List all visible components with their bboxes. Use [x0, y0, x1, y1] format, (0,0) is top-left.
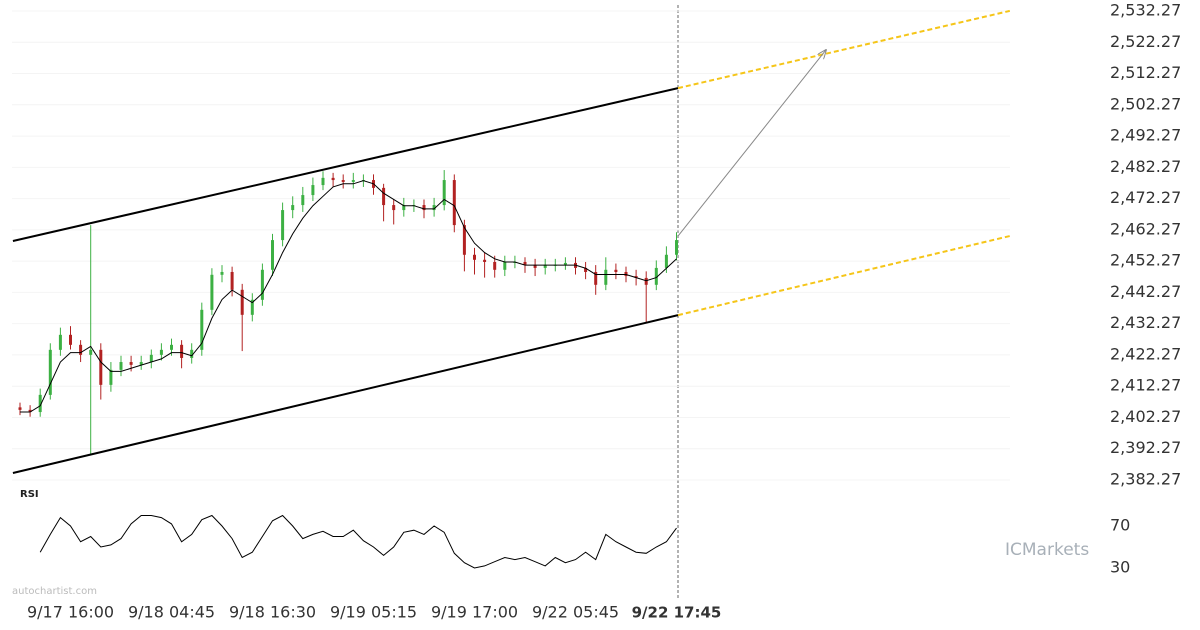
candle-body [291, 205, 295, 211]
candle-body [210, 274, 214, 310]
candle-body [644, 277, 648, 285]
candle-body [614, 269, 618, 272]
candle-body [119, 362, 123, 370]
candle-body [190, 349, 194, 358]
candle-body [432, 205, 436, 211]
candle-body [584, 267, 588, 272]
candle-body [422, 205, 426, 211]
candle-body [129, 362, 133, 365]
brand-logo: ICMarkets [1005, 540, 1089, 560]
candle-body [483, 259, 487, 262]
candle-body [402, 205, 406, 211]
y-tick-label: 2,382.27 [1110, 470, 1181, 489]
candle-body [331, 177, 335, 181]
candle-body [301, 195, 305, 206]
candle-body [392, 205, 396, 211]
candle-body [675, 240, 678, 255]
y-tick-label: 2,492.27 [1110, 126, 1181, 145]
candle-body [473, 254, 476, 260]
y-tick-label: 2,452.27 [1110, 251, 1181, 270]
moving-average [20, 180, 677, 413]
x-tick-label: 9/19 05:15 [330, 603, 417, 622]
candle-body [523, 261, 527, 265]
candle-body [503, 261, 507, 270]
rsi-tick-label: 30 [1110, 558, 1130, 577]
candle-body [230, 271, 234, 290]
y-tick-label: 2,482.27 [1110, 157, 1181, 176]
candle-body [28, 409, 32, 413]
candle-body [69, 334, 72, 345]
candle-body [79, 344, 83, 355]
y-tick-label: 2,402.27 [1110, 407, 1181, 426]
candle-body [594, 271, 598, 285]
rsi-title: RSI [20, 489, 39, 500]
x-tick-label: 9/22 17:45 [632, 604, 722, 622]
candle-body [159, 349, 163, 355]
y-tick-label: 2,512.27 [1110, 63, 1181, 82]
y-tick-label: 2,412.27 [1110, 376, 1181, 395]
y-tick-label: 2,462.27 [1110, 219, 1181, 238]
y-tick-label: 2,532.27 [1110, 1, 1181, 20]
candle-body [109, 369, 113, 385]
x-tick-label: 9/22 05:45 [532, 603, 619, 622]
candle-body [563, 262, 567, 265]
rsi-tick-label: 70 [1110, 516, 1130, 535]
candle-body [634, 276, 638, 278]
candle-body [89, 349, 93, 355]
x-tick-label: 9/18 16:30 [229, 603, 316, 622]
candle-body [452, 180, 456, 226]
candle-body [533, 264, 537, 268]
x-tick-label: 9/18 04:45 [128, 603, 215, 622]
x-tick-label: 9/17 16:00 [27, 603, 114, 622]
y-tick-label: 2,522.27 [1110, 32, 1181, 51]
candle-body [250, 299, 254, 315]
candle-body [664, 254, 668, 268]
candle-body [260, 269, 264, 300]
candle-body [604, 269, 608, 285]
candle-body [543, 264, 547, 268]
candle-body [442, 180, 446, 206]
y-tick-label: 2,502.27 [1110, 94, 1181, 113]
x-tick-label: 9/19 17:00 [431, 603, 518, 622]
candle-body [493, 261, 497, 270]
candle-body [58, 334, 62, 350]
candle-body [220, 271, 224, 275]
candle-body [321, 177, 325, 186]
y-tick-label: 2,442.27 [1110, 282, 1181, 301]
channel-line [12, 314, 679, 475]
candle-body [281, 210, 285, 241]
candle-body [48, 349, 52, 395]
candle-body [38, 394, 42, 413]
candle-body [99, 349, 103, 385]
y-tick-label: 2,422.27 [1110, 344, 1181, 363]
candle-body [462, 225, 466, 255]
candle-body [271, 240, 274, 270]
rsi-line [39, 514, 677, 569]
source-watermark: autochartist.com [12, 586, 97, 597]
candle-body [311, 185, 315, 196]
y-tick-label: 2,472.27 [1110, 188, 1181, 207]
projection-arrow [677, 50, 826, 237]
candle-body [341, 180, 345, 182]
candle-body [200, 309, 204, 350]
candle-body [18, 407, 22, 410]
projection-line [677, 9, 1011, 90]
y-tick-label: 2,432.27 [1110, 313, 1181, 332]
candle-body [180, 344, 184, 358]
candle-body [654, 267, 658, 285]
candle-body [240, 289, 244, 315]
candle-body [351, 180, 355, 182]
candle-body [149, 354, 153, 363]
candle-body [170, 344, 173, 350]
candle-body [139, 362, 143, 365]
candle-body [382, 187, 386, 206]
projection-line [677, 235, 1011, 317]
y-tick-label: 2,392.27 [1110, 438, 1181, 457]
channel-line [12, 87, 679, 243]
